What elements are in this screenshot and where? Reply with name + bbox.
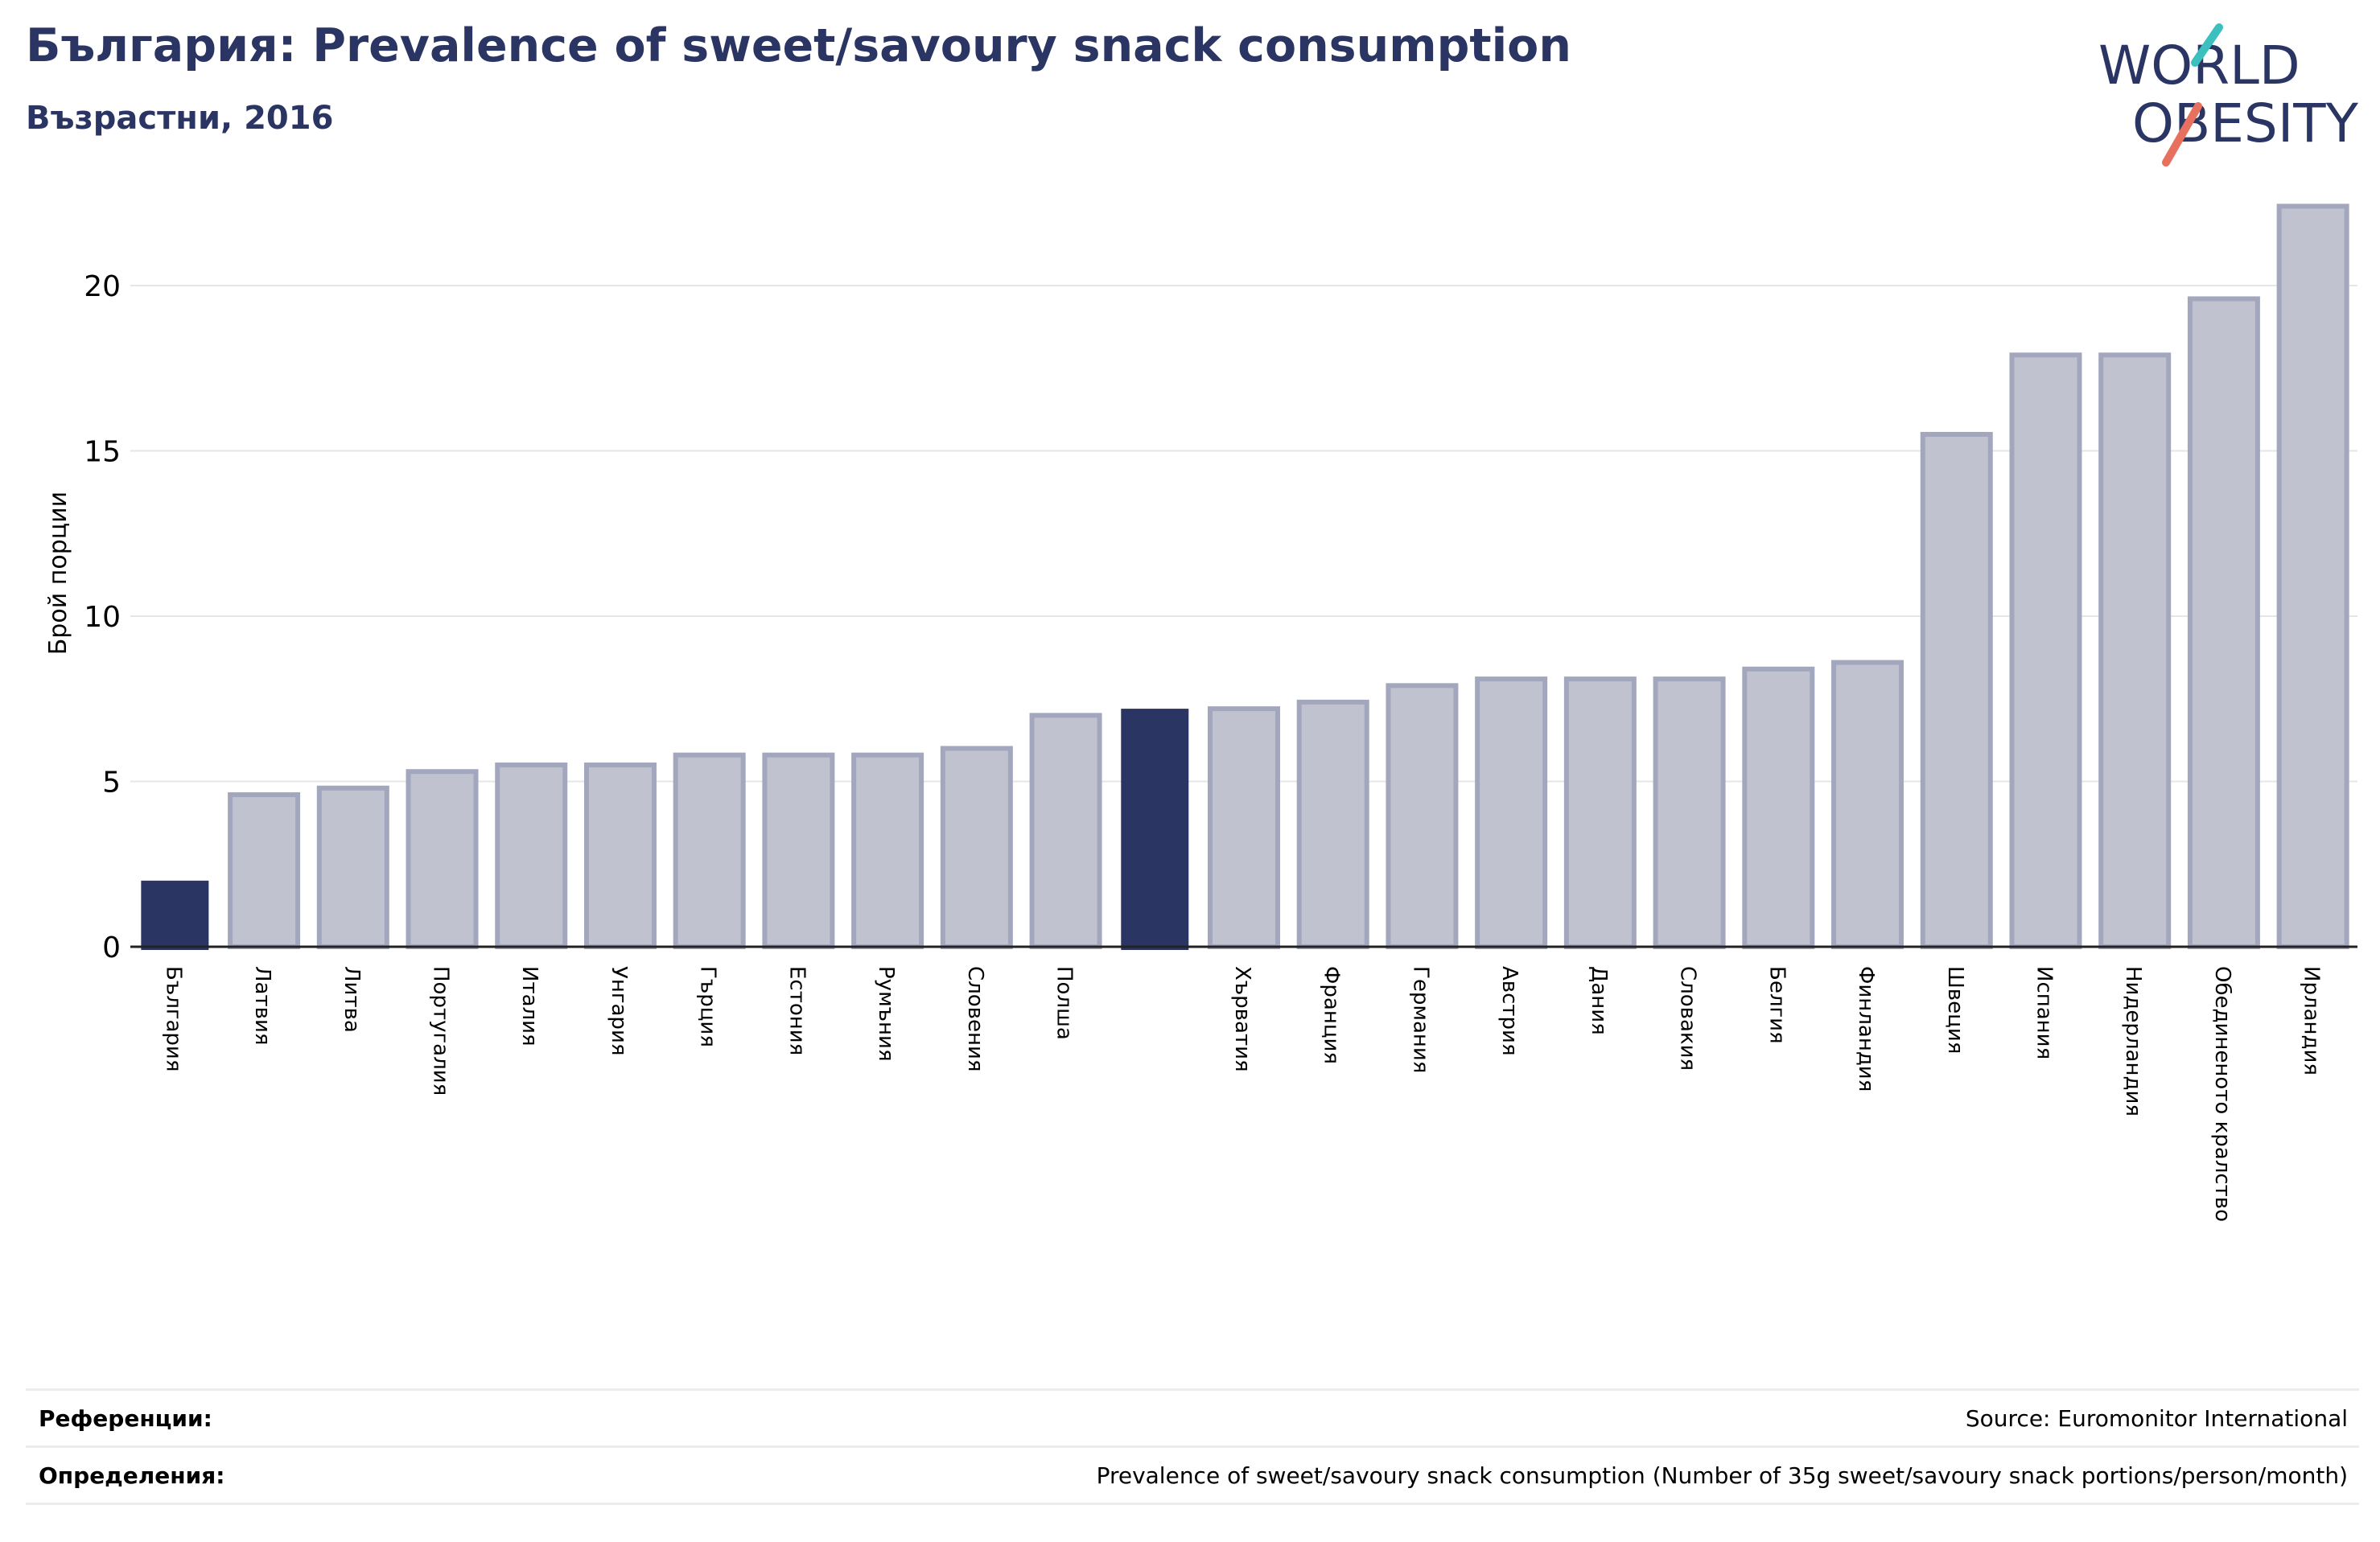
bar [2276, 204, 2349, 949]
x-tick-label: Франция [1320, 966, 1344, 1064]
x-tick-label: Латвия [250, 966, 274, 1046]
x-tick-label: Финландия [1854, 966, 1878, 1092]
x-tick-label: България [161, 966, 185, 1071]
bar [1386, 683, 1459, 949]
x-tick-label: Унгария [607, 966, 631, 1055]
bars-layer [141, 204, 2349, 950]
bar [1920, 431, 1993, 949]
axis-layer: 0 5 10 15 20 Брой порции [44, 270, 2357, 964]
logo-slash-red [2162, 102, 2202, 167]
x-tick-label: Австрия [1497, 966, 1521, 1056]
bar [1653, 676, 1726, 950]
bar [851, 752, 924, 949]
y-tick-label: 20 [84, 270, 121, 303]
labels-layer: България Латвия Литва Португалия Италия Унгар… [161, 966, 2323, 1222]
x-tick-label: Обединеното кралство [2210, 966, 2234, 1222]
y-tick-label: 0 [102, 931, 121, 964]
x-tick-label: Румъния [874, 966, 898, 1062]
x-tick-label: Естония [784, 966, 809, 1055]
x-tick-label: Словения [963, 966, 987, 1072]
bar [1831, 660, 1904, 949]
references-value: Source: Euromonitor International [1965, 1405, 2348, 1432]
x-tick-label: Белгия [1764, 966, 1789, 1044]
bar [2009, 352, 2082, 949]
logo-text-world: WORLD [2098, 35, 2300, 97]
references-label: Референции: [39, 1405, 212, 1432]
bar [406, 769, 479, 949]
x-tick-label: Италия [517, 966, 541, 1047]
bar [316, 785, 389, 949]
x-tick-label: Дания [1587, 966, 1611, 1035]
x-tick-label: Испания [2032, 966, 2056, 1059]
footer-divider-top [26, 1388, 2359, 1391]
bar [583, 762, 657, 950]
x-tick-label: Германия [1408, 966, 1432, 1073]
x-tick-label: Гърция [696, 966, 720, 1047]
y-tick-label: 5 [102, 767, 121, 800]
definitions-label: Определения: [39, 1462, 225, 1489]
bar-chart: 0 5 10 15 20 Брой порции България Латвия Литва П… [44, 204, 2357, 1222]
bar [940, 746, 1013, 950]
x-tick-label: Португалия [429, 966, 453, 1096]
x-tick-label: Швеция [1943, 966, 1967, 1054]
y-tick-label: 15 [84, 436, 121, 469]
bar [1029, 713, 1102, 949]
bar [762, 752, 835, 949]
bar [495, 762, 568, 950]
bar [1563, 676, 1637, 950]
footer-divider-middle [26, 1445, 2359, 1448]
footer-divider-bottom [26, 1503, 2359, 1505]
bar [1742, 666, 1815, 949]
y-tick-label: 10 [84, 601, 121, 634]
y-axis-label: Брой порции [44, 491, 72, 655]
page-subtitle: Възрастни, 2016 [26, 100, 334, 137]
bar [1296, 699, 1369, 949]
x-tick-label: Ирландия [2300, 966, 2324, 1075]
x-tick-label: Нидерландия [2121, 966, 2145, 1116]
bar-highlight [141, 880, 209, 950]
world-obesity-logo: WORLD OBESITY [2098, 23, 2359, 167]
logo-slash-teal [2191, 23, 2223, 67]
logo-text-obesity: OBESITY [2132, 93, 2359, 154]
bar [2187, 296, 2260, 949]
x-tick-label: Хърватия [1230, 966, 1254, 1072]
bar [228, 792, 301, 949]
bar [673, 752, 746, 949]
definitions-value: Prevalence of sweet/savoury snack consum… [1096, 1462, 2348, 1489]
bar [1208, 706, 1280, 950]
x-tick-label: Литва [340, 966, 364, 1033]
x-tick-label: Полша [1052, 966, 1077, 1040]
bar-highlight [1121, 709, 1189, 950]
bar [1475, 676, 1548, 950]
x-tick-label: Словакия [1676, 966, 1700, 1071]
bar [2098, 352, 2172, 949]
page-title: България: Prevalence of sweet/savoury sn… [26, 19, 1571, 72]
